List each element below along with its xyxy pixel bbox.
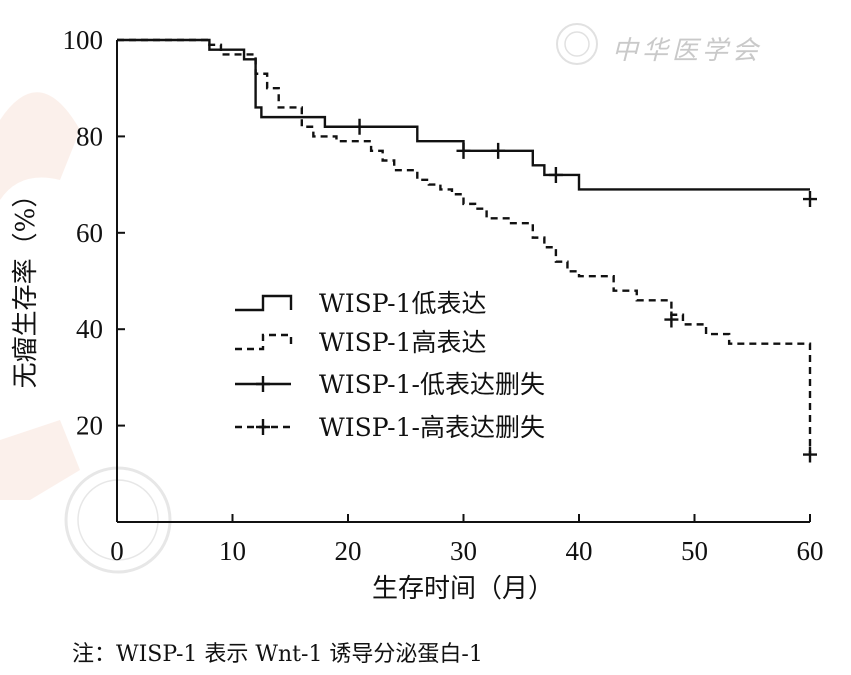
x-tick-label: 0 xyxy=(110,536,124,566)
x-tick-label: 20 xyxy=(335,536,362,566)
y-tick-label: 60 xyxy=(76,218,103,248)
censor-mark xyxy=(491,142,506,159)
legend-label: WISP-1-高表达删失 xyxy=(319,413,545,442)
legend-label: WISP-1-低表达删失 xyxy=(319,370,545,399)
series-layer xyxy=(117,38,817,463)
x-tick-label: 60 xyxy=(797,536,824,566)
legend-item-low: WISP-1低表达 xyxy=(235,289,487,318)
legend-swatch xyxy=(235,333,293,351)
censor-mark xyxy=(664,311,679,328)
y-tick-label: 100 xyxy=(63,25,104,55)
legend: WISP-1低表达 WISP-1高表达 WISP-1-低表达删失 WISP-1-高表达… xyxy=(235,289,545,442)
censor-mark xyxy=(456,142,471,159)
y-tick-label: 40 xyxy=(76,314,103,344)
legend-censor-mark xyxy=(256,376,270,392)
x-tick-label: 30 xyxy=(450,536,477,566)
legend-item-low-censor: WISP-1-低表达删失 xyxy=(235,370,545,399)
legend-item-high-censor: WISP-1-高表达删失 xyxy=(235,413,545,442)
legend-item-high: WISP-1高表达 xyxy=(235,328,487,357)
legend-censor-mark xyxy=(256,419,270,435)
footnote: 注：WISP-1 表示 Wnt-1 诱导分泌蛋白-1 xyxy=(72,642,483,667)
y-tick-label: 80 xyxy=(76,121,103,151)
y-axis-title: 无瘤生存率（%） xyxy=(11,182,41,389)
censor-mark xyxy=(803,446,817,463)
legend-swatch xyxy=(235,294,293,312)
low-expression-line xyxy=(117,38,810,191)
x-tick-label: 40 xyxy=(566,536,593,566)
censor-mark xyxy=(352,118,367,135)
censor-mark xyxy=(548,166,563,183)
x-tick-label: 10 xyxy=(219,536,246,566)
x-axis-title: 生存时间（月） xyxy=(372,574,554,604)
watermark-label: 中华医学会 xyxy=(612,36,763,66)
axes: 0 10 20 30 40 50 60 20 40 60 80 100 xyxy=(63,25,824,566)
legend-label: WISP-1高表达 xyxy=(319,328,487,357)
y-tick-label: 20 xyxy=(76,411,103,441)
watermark-text: 中华医学会 xyxy=(612,30,762,67)
x-tick-label: 50 xyxy=(681,536,708,566)
censor-mark xyxy=(803,191,817,208)
watermark-logo xyxy=(0,23,598,574)
legend-label: WISP-1低表达 xyxy=(319,289,487,318)
